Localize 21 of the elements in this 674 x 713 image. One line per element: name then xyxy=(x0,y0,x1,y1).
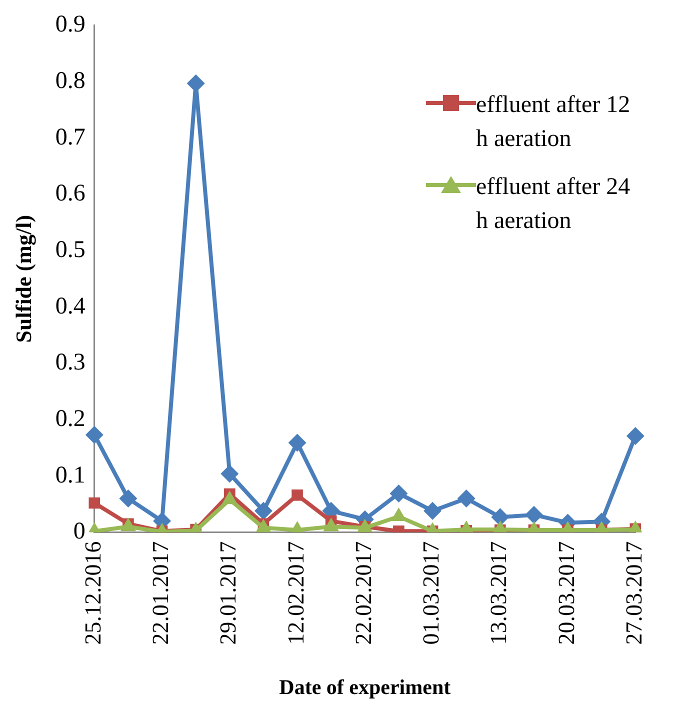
x-tick-label: 27.03.2017 xyxy=(621,541,646,645)
y-tick-label: 0.2 xyxy=(55,406,86,432)
x-axis-title: Date of experiment xyxy=(279,674,451,699)
y-tick-label: 0.9 xyxy=(55,12,86,38)
x-tick-label: 22.02.2017 xyxy=(350,541,376,645)
x-tick-label: 01.03.2017 xyxy=(418,541,444,645)
x-tick-label: 29.01.2017 xyxy=(216,541,241,645)
x-tick-label: 12.02.2017 xyxy=(283,541,308,645)
y-tick-label: 0.7 xyxy=(55,124,86,150)
x-tick-label: 22.01.2017 xyxy=(148,541,174,645)
legend-label: effluent after 24 h aeration xyxy=(476,173,632,236)
y-tick-label: 0.6 xyxy=(55,180,86,207)
y-tick-label: 0.4 xyxy=(55,293,86,320)
y-axis-title: Sulfide (mg/l) xyxy=(10,214,36,343)
y-tick-label: 0.5 xyxy=(55,236,86,263)
x-tick-label: 20.03.2017 xyxy=(554,541,579,645)
y-tick-label: 0.1 xyxy=(55,462,86,488)
legend-label: effluent after 12 h aeration xyxy=(476,91,632,154)
y-tick-label: 0.3 xyxy=(55,350,86,376)
x-tick-label: 13.03.2017 xyxy=(486,541,512,645)
y-tick-label: 0.8 xyxy=(55,68,86,94)
